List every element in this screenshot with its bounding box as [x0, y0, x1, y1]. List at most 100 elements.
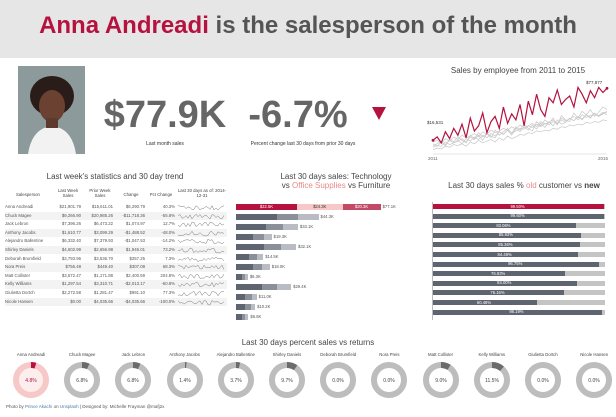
trend-sparkline — [178, 230, 225, 237]
cell-prior: $3,099.29 — [93, 229, 113, 235]
category-bar-label: $29.4K — [293, 284, 307, 289]
customer-bar-fill — [433, 271, 566, 277]
returns-donut: 11.5% — [473, 362, 510, 398]
cell-last: $756.48 — [65, 264, 81, 270]
category-bar-segment — [236, 254, 250, 260]
category-bar-segment — [236, 294, 246, 300]
cell-pct: -60.8% — [161, 281, 175, 287]
returns-name: Alejandro Ballentine — [216, 352, 255, 357]
other-employee-line — [432, 111, 608, 147]
customer-bar-fill — [433, 300, 538, 305]
returns-donuts: Anna Andreadi 4.8% Chuck Magee 6.8% Jack Leb… — [0, 350, 616, 400]
col-last-week: Last Week Sales — [57, 188, 79, 198]
table-row: Kelly Williams $1,297.54 $3,310.71 -$2,013.… — [5, 280, 227, 289]
cell-name: Nora Preis — [5, 264, 26, 270]
col-prior-week: Prior Week Sales — [89, 188, 111, 198]
category-bar-segment — [297, 214, 319, 220]
cell-name: Chuck Magee — [5, 212, 32, 218]
cell-pct: -14.2% — [161, 238, 175, 244]
returns-pct: 0.0% — [384, 378, 396, 384]
cell-pct: -48.0% — [161, 229, 175, 235]
category-top-label-office: $24.3K — [313, 204, 327, 209]
table-row: Giulietta Dortch $2,272.58 $1,281.47 $991.1… — [5, 289, 227, 297]
category-bar-segment — [281, 244, 296, 250]
cell-last: $4,602.99 — [61, 247, 81, 252]
category-bar-label: $6.3K — [249, 274, 261, 279]
line-x-end: 2015 — [598, 156, 609, 161]
category-chart-title: Last 30 days sales: Technology vs Office… — [238, 172, 434, 190]
category-bar-label: $32.1K — [298, 244, 312, 249]
returns-donut: 6.8% — [115, 362, 152, 398]
category-top-bar-office — [296, 204, 343, 210]
category-bar-segment — [277, 284, 292, 290]
anna-sales-line — [432, 85, 608, 145]
returns-donut: 0.0% — [320, 362, 357, 398]
returns-donut-fill — [166, 362, 203, 398]
category-bar-segment — [262, 284, 278, 290]
customer-bar-fill — [433, 213, 605, 219]
category-bar-label: $44.3K — [320, 214, 334, 219]
down-triangle-icon — [372, 107, 386, 120]
category-bar-segment — [236, 244, 265, 250]
cell-last: $2,272.58 — [61, 290, 81, 295]
returns-title: Last 30 days percent sales vs returns — [241, 338, 375, 347]
table-row: Jack Lebron $7,396.26 $6,473.22 $1,074.97 12… — [5, 220, 227, 228]
customer-bar-fill — [433, 290, 564, 296]
footer-site-link[interactable]: Unsplash — [59, 404, 79, 409]
customer-chart-title: Last 30 days sales % old customer vs new — [432, 181, 616, 190]
footer-author-link[interactable]: Prince Akachi — [25, 404, 53, 409]
cell-pct: 77.3% — [162, 290, 175, 295]
cell-pct: 73.2% — [162, 247, 175, 252]
returns-donut-fill — [13, 362, 49, 398]
category-bar-segment — [282, 224, 298, 230]
cell-pct: 204.8% — [160, 272, 175, 278]
category-bar-label: $11.0K — [258, 294, 272, 299]
cell-change: $307.08 — [129, 264, 145, 270]
returns-donut: 6.8% — [64, 362, 101, 398]
returns-donut-fill — [422, 362, 459, 398]
cell-name: Nicole Hansen — [5, 298, 33, 304]
returns-name: Nora Preis — [379, 352, 400, 357]
customer-title-mid: customer vs — [538, 181, 583, 190]
table-title: Last week's statistics and 30 day trend — [46, 172, 184, 181]
category-bar-segment — [245, 294, 252, 300]
category-bar-segment — [236, 214, 278, 220]
cell-last: $1,610.77 — [61, 229, 81, 235]
returns-pct: 0.0% — [588, 378, 600, 384]
category-bar-segment — [245, 304, 251, 310]
customer-bar-label: 60.48% — [476, 299, 492, 305]
col-salesperson: Salesperson — [16, 192, 40, 197]
cell-prior: $4,035.66 — [93, 298, 113, 304]
percent-change-label: Percent change last 30 days from prior 3… — [250, 141, 356, 147]
cell-change: $1,946.01 — [125, 247, 145, 252]
sales-line-chart — [431, 85, 609, 155]
cell-last: $6,332.40 — [61, 238, 81, 244]
customer-bar-fill — [433, 261, 600, 267]
returns-name: Deborah Brumfield — [320, 352, 357, 357]
page-title: Anna Andreadi is the salesperson of the … — [0, 12, 616, 40]
category-bar-segment — [236, 274, 242, 280]
returns-donut: 0.0% — [576, 362, 613, 398]
cell-pct: -100.0% — [158, 298, 175, 304]
returns-donut-fill — [115, 362, 152, 398]
customer-bar-fill — [433, 252, 579, 257]
cell-name: Shirley Daniels — [5, 247, 34, 252]
line-start-label: $16,531 — [427, 120, 444, 125]
cell-pct: 7.3% — [165, 255, 175, 261]
cell-prior: $6,473.22 — [93, 221, 113, 227]
cell-name: Anna Andreadi — [5, 204, 34, 209]
returns-pct: 6.8% — [76, 378, 88, 384]
cell-last: $9,266.90 — [61, 212, 81, 218]
customer-bar-label: 98.19% — [509, 309, 524, 315]
trend-sparkline — [178, 239, 225, 245]
category-title-office: Office Supplies — [292, 181, 346, 190]
cell-prior: $20,985.26 — [91, 212, 113, 218]
category-bar-label: $19.3K — [273, 234, 287, 239]
category-bar-segment — [241, 274, 246, 280]
category-bar-segment — [245, 314, 249, 320]
category-title-vs1: vs — [281, 181, 290, 190]
line-x-start: 2011 — [428, 156, 438, 161]
returns-name: Shirley Daniels — [272, 352, 302, 357]
returns-pct: 9.7% — [281, 378, 293, 384]
cell-last: $0.00 — [70, 298, 81, 304]
